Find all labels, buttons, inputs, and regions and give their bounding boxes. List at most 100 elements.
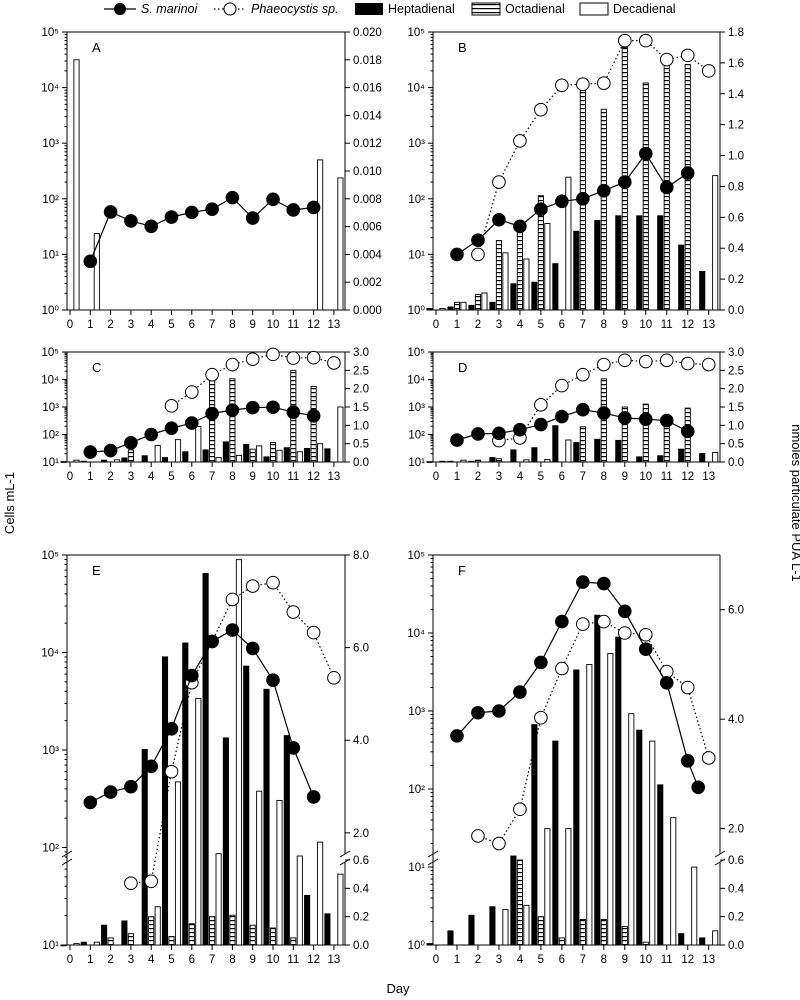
octadienal-bar [229,914,236,946]
y-right-tick-label: 1.5 [353,402,369,414]
decadienal-bar [235,559,242,946]
panel-label: B [458,40,467,55]
octadienal-bar [642,941,649,946]
panel-label: F [458,563,466,578]
x-tick-label: 11 [287,471,299,483]
s-marinoi-point [185,416,199,430]
s-marinoi-point [691,780,706,795]
decadienal-bar [712,452,719,463]
x-tick-label: 9 [622,319,628,331]
heptadienal-bar [510,283,517,311]
decadienal-bar [502,909,509,946]
y-right-tick-label: 0.014 [353,110,382,122]
s-marinoi-point [555,614,569,629]
x-tick-label: 4 [148,954,155,966]
y-right-tick-label: 0.4 [728,883,745,895]
panel-b: B0 1 2 3 4 5 6 7 8 9 10 11 12 1310⁰10¹10²10³10⁴10⁵0.0… [407,27,744,331]
s-marinoi-point [659,413,674,428]
octadienal-bar [269,927,277,946]
s-marinoi-point [492,704,506,718]
y-right-tick-label: 2.5 [353,365,369,377]
y-left-axis-title: Cells mL-1 [2,472,17,534]
y-left-tick-label: 10⁴ [41,83,59,95]
y-right-tick-label: 0.004 [353,249,382,261]
x-tick-label: 3 [496,954,502,966]
y-right-tick-label: 0.2 [353,912,369,924]
heptadienal-bar [324,913,331,946]
phaeocystis-point [680,48,695,63]
decadienal-bar [649,740,656,946]
decadienal-bar [670,817,677,946]
x-tick-label: 11 [287,319,299,331]
phaeocystis-point [659,353,674,368]
legend-s-marinoi-label: S. marinoi [141,2,198,16]
phaeocystis-point [164,764,179,779]
phaeocystis-point [576,367,590,382]
heptadienal-bar [636,456,643,463]
y-right-tick-label: 0.6 [728,855,744,867]
decadienal-bar [565,828,572,946]
decadienal-bar [256,790,263,946]
x-tick-label: 4 [517,319,524,331]
heptadienal-bar [489,301,496,311]
s-marinoi-point [680,166,695,180]
y-right-tick-label: 6.0 [353,643,369,655]
s-marinoi-point [286,405,301,419]
decadienal-bar [195,425,202,463]
decadienal-bar [337,873,344,946]
octadienal-bar [579,426,586,463]
octadienal-bar [600,919,607,946]
x-tick-label: 4 [148,471,155,483]
x-tick-label: 5 [168,319,174,331]
heptadienal-bar [573,669,580,946]
s-marinoi-point [680,753,695,768]
heptadienal-bar [60,461,67,463]
heptadienal-bar [447,306,454,311]
x-tick-label: 9 [250,319,256,331]
heptadienal-bar [636,729,643,946]
y-right-tick-label: 0.0 [728,940,744,952]
decadienal-bar [523,459,530,463]
y-right-tick-label: 0.0 [728,305,744,317]
s-marinoi-point [286,203,301,217]
x-tick-label: 10 [267,471,280,483]
y-left-tick-label: 10¹ [42,457,59,469]
heptadienal-bar [594,219,601,311]
decadienal-bar [93,941,100,946]
y-left-tick-label: 10⁰ [408,940,426,952]
y-right-tick-label: 1.8 [728,27,744,39]
octadienal-bar [579,919,586,946]
phaeocystis-point [680,680,695,695]
x-tick-label: 10 [639,954,652,966]
phaeocystis-point [225,357,240,372]
phaeocystis-point [306,625,321,640]
heptadienal-bar [615,439,622,463]
legend-s-marinoi: S. marinoi [104,2,198,16]
s-marinoi-point [492,212,506,227]
y-left-tick-label: 10⁴ [41,648,59,660]
heptadienal-bar [324,448,331,463]
s-marinoi-point [617,175,632,189]
y-right-tick-label: 1.5 [728,402,744,414]
s-marinoi-point [597,183,611,198]
phaeocystis-point [266,575,280,590]
octadienal-bar [453,301,461,311]
heptadienal-bar [426,943,433,946]
heptadienal-bar [243,665,250,946]
s-marinoi-point [225,403,240,417]
octadienal-bar [188,923,195,946]
heptadienal-bar [573,230,580,311]
panel-e: E0 1 2 3 4 5 6 7 8 9 10 11 12 1310¹10²10³10⁴10⁵0.00.2… [41,550,369,966]
decadienal-bar [628,713,635,946]
octadienal-bar [642,403,649,463]
decadienal-bar [523,904,530,946]
heptadienal-bar [304,447,311,463]
x-tick-label: 12 [307,319,320,331]
x-tick-label: 4 [517,471,524,483]
x-tick-label: 4 [148,319,155,331]
phaeocystis-point [638,627,653,642]
heptadienal-bar [615,636,622,946]
y-left-tick-label: 10² [408,194,425,206]
s-marinoi-point [450,247,464,262]
s-marinoi-point [124,214,138,228]
